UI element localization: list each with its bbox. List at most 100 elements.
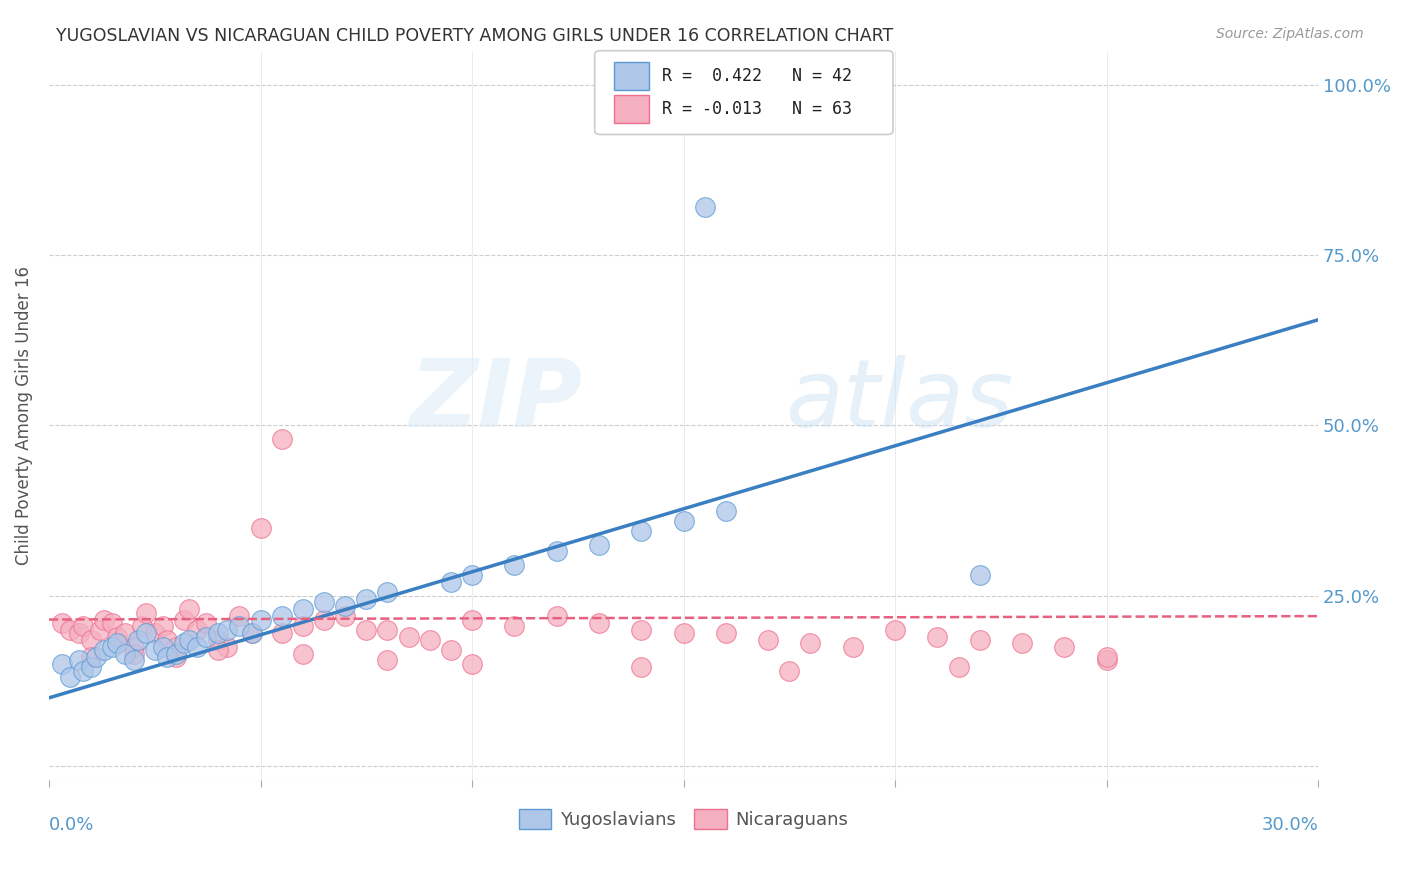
Point (291, 619, 314, 633)
Point (101, 640, 124, 654)
Point (927, 630, 949, 644)
Point (114, 647, 136, 661)
Point (377, 653, 399, 667)
Point (1011, 636, 1033, 650)
Point (333, 599, 356, 613)
Point (152, 640, 174, 654)
Point (143, 626, 166, 640)
Text: 30.0%: 30.0% (1261, 816, 1319, 834)
Point (546, 544, 568, 558)
Point (672, 626, 695, 640)
Point (778, 664, 800, 678)
Point (186, 623, 208, 637)
Point (67, 626, 90, 640)
Point (630, 524, 652, 538)
Point (398, 630, 420, 644)
FancyBboxPatch shape (614, 62, 650, 90)
Point (291, 602, 314, 616)
Point (291, 647, 314, 661)
Point (152, 619, 174, 633)
Point (80, 660, 103, 674)
Point (312, 595, 335, 609)
Point (461, 568, 484, 582)
Point (215, 640, 238, 654)
Point (84, 650, 107, 665)
Point (356, 592, 378, 607)
Text: ZIP: ZIP (409, 354, 582, 447)
FancyBboxPatch shape (614, 95, 650, 123)
Point (127, 632, 149, 647)
Point (842, 640, 865, 654)
Point (135, 606, 157, 620)
Point (122, 640, 145, 654)
Point (114, 626, 136, 640)
Point (588, 615, 610, 630)
Point (59, 670, 82, 684)
Point (194, 630, 217, 644)
Point (270, 432, 292, 446)
Point (948, 660, 970, 674)
Point (165, 647, 187, 661)
Text: atlas: atlas (785, 355, 1014, 446)
Point (72, 664, 94, 678)
Point (630, 623, 652, 637)
Point (59, 623, 82, 637)
Point (89, 623, 111, 637)
Point (1053, 640, 1076, 654)
Point (93, 613, 115, 627)
Point (799, 636, 821, 650)
Text: R = -0.013   N = 63: R = -0.013 N = 63 (662, 100, 852, 118)
Point (101, 615, 124, 630)
Point (756, 632, 779, 647)
Point (51, 657, 73, 671)
Point (177, 632, 200, 647)
Point (312, 613, 335, 627)
Point (377, 623, 399, 637)
Point (186, 640, 208, 654)
Point (156, 632, 179, 647)
Point (714, 503, 737, 517)
Point (80, 632, 103, 647)
Point (588, 538, 610, 552)
Point (377, 585, 399, 599)
FancyBboxPatch shape (595, 51, 893, 135)
Point (135, 626, 157, 640)
Point (440, 575, 463, 590)
Point (884, 623, 907, 637)
Point (105, 630, 128, 644)
Text: R =  0.422   N = 42: R = 0.422 N = 42 (662, 67, 852, 86)
Point (215, 623, 238, 637)
Point (630, 660, 652, 674)
Point (207, 632, 229, 647)
Point (131, 619, 153, 633)
Point (270, 609, 292, 624)
Point (503, 558, 526, 572)
Point (173, 636, 195, 650)
Point (240, 626, 263, 640)
Point (165, 650, 187, 665)
Y-axis label: Child Poverty Among Girls Under 16: Child Poverty Among Girls Under 16 (15, 266, 32, 565)
Point (693, 200, 716, 214)
Point (546, 609, 568, 624)
Point (461, 613, 484, 627)
Point (419, 632, 441, 647)
Point (228, 609, 250, 624)
Point (969, 632, 991, 647)
Point (1095, 653, 1118, 667)
Point (503, 619, 526, 633)
Text: Source: ZipAtlas.com: Source: ZipAtlas.com (1216, 27, 1364, 41)
Point (461, 657, 484, 671)
Point (270, 626, 292, 640)
Point (714, 626, 737, 640)
Point (333, 609, 356, 624)
Point (440, 643, 463, 657)
Point (240, 626, 263, 640)
Text: YUGOSLAVIAN VS NICARAGUAN CHILD POVERTY AMONG GIRLS UNDER 16 CORRELATION CHART: YUGOSLAVIAN VS NICARAGUAN CHILD POVERTY … (56, 27, 893, 45)
Point (356, 623, 378, 637)
Point (207, 626, 229, 640)
Point (1095, 650, 1118, 665)
Point (249, 613, 271, 627)
Point (51, 615, 73, 630)
Point (969, 568, 991, 582)
Point (72, 619, 94, 633)
